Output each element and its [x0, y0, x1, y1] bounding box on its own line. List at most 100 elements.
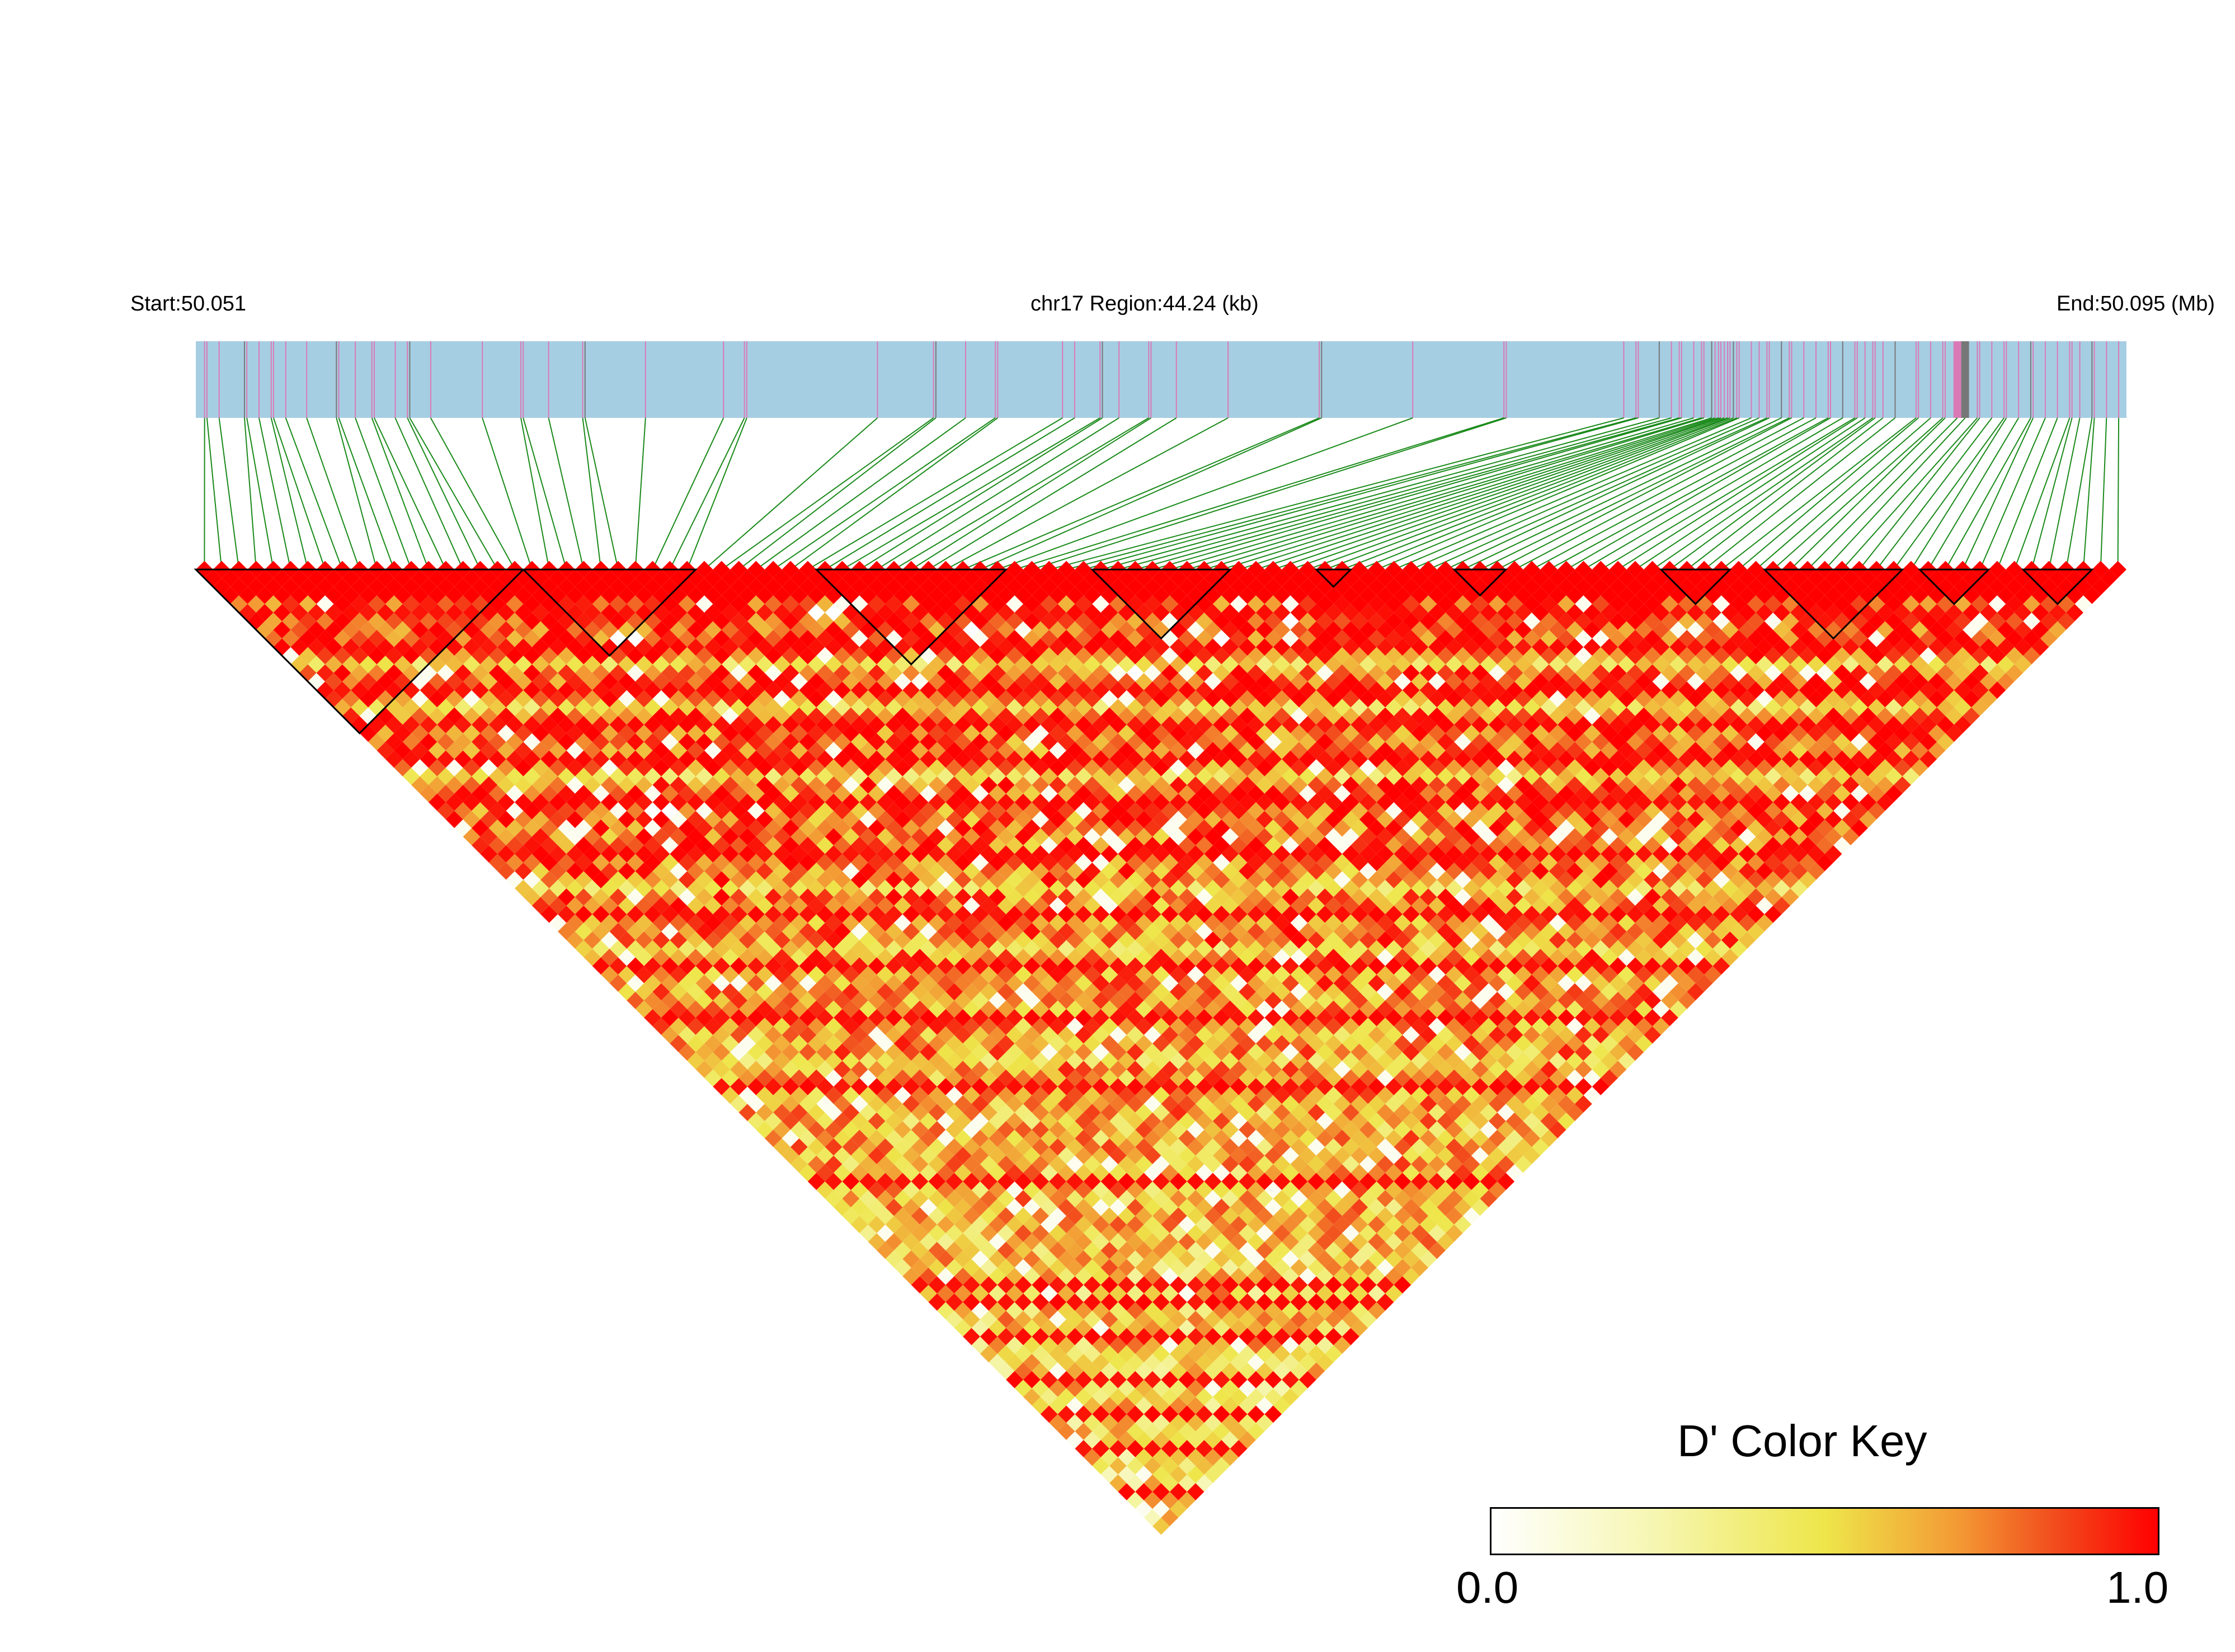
snp-connector [523, 417, 567, 570]
snp-connector [997, 417, 1413, 570]
snp-connector [273, 417, 326, 570]
snp-connector [206, 417, 223, 570]
snp-connector [1635, 417, 1866, 570]
snp-connector-group [204, 417, 2120, 570]
snp-connector [790, 417, 998, 570]
snp-connector [945, 417, 1229, 570]
snp-connector [1772, 417, 1944, 570]
snp-connector [911, 417, 1152, 570]
snp-tick-group [204, 341, 2120, 418]
snp-connector [825, 417, 1075, 570]
snp-connector [1583, 417, 1843, 570]
snp-connector [1531, 417, 1817, 570]
snp-connector [374, 417, 446, 570]
snp-connector [755, 417, 966, 570]
snp-connector [1100, 417, 1660, 570]
snp-connector [1342, 417, 1734, 570]
snp-connector [1187, 417, 1702, 570]
snp-connector [1359, 417, 1737, 570]
snp-connector [2065, 417, 2093, 570]
snp-connector [1480, 417, 1790, 570]
snp-connector [1549, 417, 1829, 570]
snp-connector [1858, 417, 1980, 570]
snp-connector [721, 417, 934, 570]
snp-connector [1014, 417, 1504, 570]
snp-connector [859, 417, 1103, 570]
snp-connector [1669, 417, 1876, 570]
snp-connector [1617, 417, 1858, 570]
snp-connector [1600, 417, 1856, 570]
snp-connector [1755, 417, 1931, 570]
snp-connector [218, 417, 240, 570]
snp-connector [652, 417, 724, 570]
snp-connector [394, 417, 464, 570]
snp-connector [1996, 417, 2058, 570]
snp-connector [773, 417, 996, 570]
snp-connector [1445, 417, 1770, 570]
snp-connector [1238, 417, 1715, 570]
snp-connector [520, 417, 550, 570]
snp-connector [1927, 417, 2019, 570]
snp-connector [2117, 417, 2120, 570]
snp-connector [634, 417, 646, 570]
snp-connector [336, 417, 378, 570]
snp-connector [584, 417, 619, 570]
snp-connector [1135, 417, 1679, 570]
snp-connector [2082, 417, 2095, 570]
snp-connector [1394, 417, 1752, 570]
snp-connector [1824, 417, 1966, 570]
snp-connector [1686, 417, 1884, 570]
snp-connector [2013, 417, 2071, 570]
snp-connector [669, 417, 745, 570]
ld-cell-group [196, 561, 2126, 1535]
snp-connector [1652, 417, 1874, 570]
snp-connector [928, 417, 1177, 570]
snp-connector [1118, 417, 1672, 570]
snp-connector [482, 417, 533, 570]
snp-connector [1169, 417, 1694, 570]
snp-connector [980, 417, 1322, 570]
snp-connector [1032, 417, 1507, 570]
snp-connector [738, 417, 937, 570]
snp-connector [1290, 417, 1725, 570]
snp-connector [409, 417, 498, 570]
snp-connector [1204, 417, 1704, 570]
snp-connector [1497, 417, 1792, 570]
snp-connector [1566, 417, 1831, 570]
snp-connector [704, 417, 878, 570]
snp-connector [841, 417, 1100, 570]
snp-connector [1083, 417, 1639, 570]
snp-connector [1514, 417, 1804, 570]
snp-connector [1307, 417, 1728, 570]
snp-connector [807, 417, 1063, 570]
snp-connector [1945, 417, 2031, 570]
snp-connector [1910, 417, 2007, 570]
snp-connector [338, 417, 395, 570]
snp-connector [1048, 417, 1624, 570]
gene-track-bar [196, 341, 2126, 418]
snp-connector [1255, 417, 1719, 570]
snp-connector [371, 417, 429, 570]
snp-connector [2100, 417, 2107, 570]
snp-connector [876, 417, 1119, 570]
snp-connector [1152, 417, 1682, 570]
snp-connector [1221, 417, 1712, 570]
snp-connector [1273, 417, 1721, 570]
snp-connector [1721, 417, 1917, 570]
snp-connector [2048, 417, 2081, 570]
snp-connector [1410, 417, 1759, 570]
snp-connector [1841, 417, 1978, 570]
snp-connector [1376, 417, 1740, 570]
snp-connector [243, 417, 257, 570]
snp-connector [306, 417, 360, 570]
snp-connector [1324, 417, 1730, 570]
snp-connector [1704, 417, 1896, 570]
snp-connector [1790, 417, 1946, 570]
snp-connector [355, 417, 412, 570]
snp-connector [1462, 417, 1782, 570]
snp-connector [430, 417, 515, 570]
snp-connector [1962, 417, 2034, 570]
snp-connector [285, 417, 343, 570]
snp-connector [893, 417, 1149, 570]
